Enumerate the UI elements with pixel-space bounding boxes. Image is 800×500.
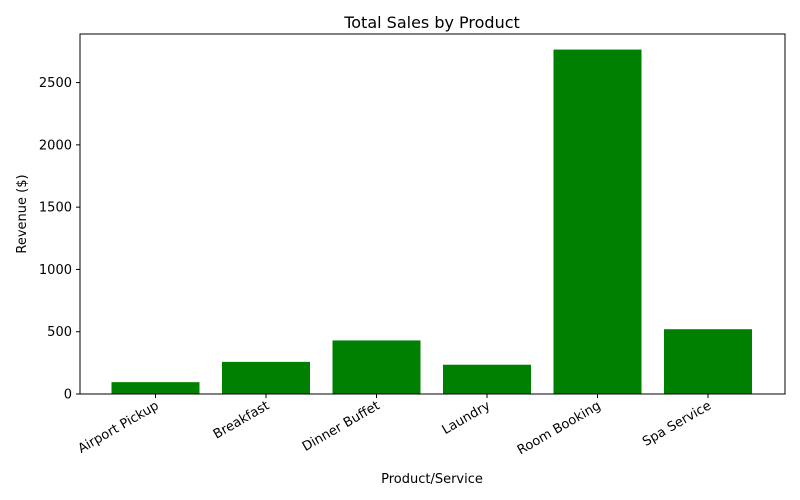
x-tick-label: Spa Service [640,398,714,449]
y-tick-label: 2000 [39,138,72,153]
y-tick-label: 1500 [39,201,72,216]
bar-spa-service [664,329,752,394]
x-axis-label: Product/Service [381,472,483,487]
bar-airport-pickup [111,382,200,394]
x-tick-label: Breakfast [211,398,272,442]
x-tick-label: Dinner Buffet [300,398,383,454]
x-tick-label: Airport Pickup [76,398,162,456]
bars-layer [111,49,752,395]
x-tick-label: Laundry [440,398,494,438]
y-tick-label: 2500 [39,76,72,91]
y-tick-label: 1000 [39,263,72,278]
x-axis-ticks: Airport Pickup Breakfast Dinner Buffet Laun… [76,394,714,458]
x-tick-label: Room Booking [515,398,604,458]
bar-laundry [443,364,531,394]
plot-frame [79,33,786,395]
y-axis-ticks: 0 500 1000 1500 2000 2500 [39,76,80,403]
y-tick-label: 500 [47,325,72,340]
y-tick-label: 0 [64,388,72,403]
bar-room-booking [553,49,642,395]
bar-dinner-buffet [332,340,421,394]
y-axis-label: Revenue ($) [15,174,30,253]
chart-title: Total Sales by Product [343,13,520,32]
bar-breakfast [222,361,310,394]
